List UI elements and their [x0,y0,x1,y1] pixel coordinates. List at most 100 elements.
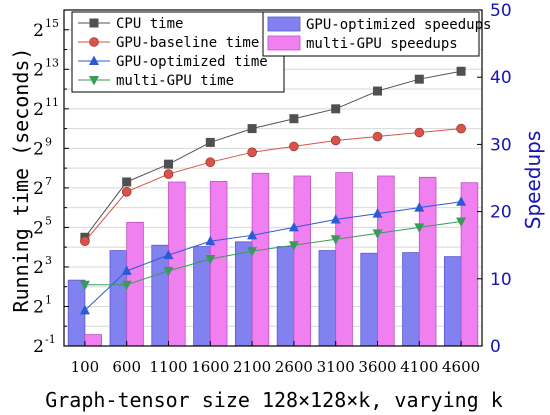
data-point [163,169,174,179]
x-axis-label: Graph-tensor size 128×128×k, varying k [45,388,503,412]
data-point [288,241,299,251]
data-point [79,304,90,315]
bar-gpu-optimized-speedup [109,250,128,347]
data-point [456,196,467,206]
data-point [164,159,173,169]
y-axis-right-label: Speedups [521,131,545,230]
legend-entry-label: GPU-baseline time [116,35,259,51]
line-series-3 [79,217,467,291]
y-right-tick-label: 40 [490,68,512,88]
legend-marker [89,55,99,65]
legend-marker [89,18,99,28]
x-tick-label: 2100 [233,358,271,376]
bar-gpu-optimized-speedup [276,246,295,347]
legend-marker [89,76,99,86]
y-left-tick-label: 2 [33,100,44,120]
data-point [205,137,215,147]
legend-entry-label: multi-GPU speedups [306,36,458,52]
data-point [456,217,467,227]
x-tick-label: 4100 [400,358,438,376]
x-tick-label: 1600 [191,358,229,376]
bar-gpu-optimized-speedup [360,252,378,347]
data-point [330,135,341,146]
series-line [84,220,462,286]
data-point [289,114,299,124]
data-point [80,236,90,247]
data-point [247,147,257,158]
data-point [205,255,216,265]
bar-multi-gpu-speedup [209,180,228,347]
line-series-group [79,66,467,315]
data-point [414,202,425,212]
plot-frame [63,9,483,347]
bar-gpu-optimized-speedup [234,241,253,347]
data-point [121,265,132,275]
data-point [79,280,90,291]
series-line [84,128,462,242]
x-tick-label: 100 [71,358,100,376]
data-point [163,266,174,277]
data-point [247,124,257,134]
data-point [205,157,216,167]
bar-multi-gpu-speedup [418,176,437,347]
data-point [414,74,424,84]
y-right-tick-label: 10 [490,270,512,290]
y-left-tick-exponent: 15 [45,17,59,30]
x-tick-label: 1100 [149,358,187,376]
x-tick-label: 3100 [317,358,355,376]
legend-entry-label: CPU time [116,16,183,32]
bar-multi-gpu-speedup [460,182,479,347]
legend-left: CPU time GPU-baseline time GPU-optimized t… [71,11,285,93]
y-left-tick-exponent: 7 [45,175,52,188]
data-point [331,104,341,114]
x-tick-label: 2600 [275,358,313,376]
bar-gpu-optimized-speedup [318,250,337,347]
line-series-0 [80,66,466,242]
y-left-tick-exponent: 13 [45,56,59,69]
data-point [121,280,132,291]
data-point [288,221,299,232]
y-left-tick-exponent: 1 [45,293,52,306]
bar-multi-gpu-speedup [251,172,270,347]
data-point [456,66,466,76]
y-left-tick-label: 2 [33,179,44,199]
data-point [414,223,425,233]
y-left-tick-exponent: 5 [45,214,52,227]
y-left-tick-label: 2 [33,297,44,317]
y-right-tick-label: 30 [490,135,512,155]
legend-bar-swatch [267,16,301,32]
data-point [330,235,341,245]
data-point [414,127,425,138]
y-left-tick-label: 2 [33,258,44,278]
y-right-tick-label: 20 [490,203,512,223]
x-tick-label: 600 [112,358,141,376]
y-left-tick-label: 2 [33,218,44,238]
bar-multi-gpu-speedup [293,175,312,347]
bar-multi-gpu-speedup [335,172,353,347]
y-left-tick-exponent: 3 [45,254,52,267]
y-left-tick-label: 2 [33,139,44,159]
series-line [84,201,462,311]
series-line [84,70,462,238]
bar-multi-gpu-speedup [168,181,186,347]
y-left-tick-exponent: 11 [45,96,59,109]
line-series-2 [79,196,467,315]
bar-series-group [67,172,479,347]
y-axis-left-label: Running time (seconds) [9,48,33,313]
y-right-tick-label: 50 [490,1,512,21]
data-point [122,177,132,187]
x-tick-label: 4600 [442,358,480,376]
legend-marker [89,37,99,47]
bar-gpu-optimized-speedup [443,256,462,347]
data-point [330,214,341,224]
y-right-tick-label: 0 [490,337,501,357]
legend-entry-label: GPU-optimized time [116,54,268,70]
data-point [289,141,299,152]
data-point [456,123,466,134]
data-point [163,249,174,260]
data-point [247,229,258,240]
data-point [372,131,383,142]
legend-entry-label: multi-GPU time [116,73,234,89]
data-point [205,235,216,246]
